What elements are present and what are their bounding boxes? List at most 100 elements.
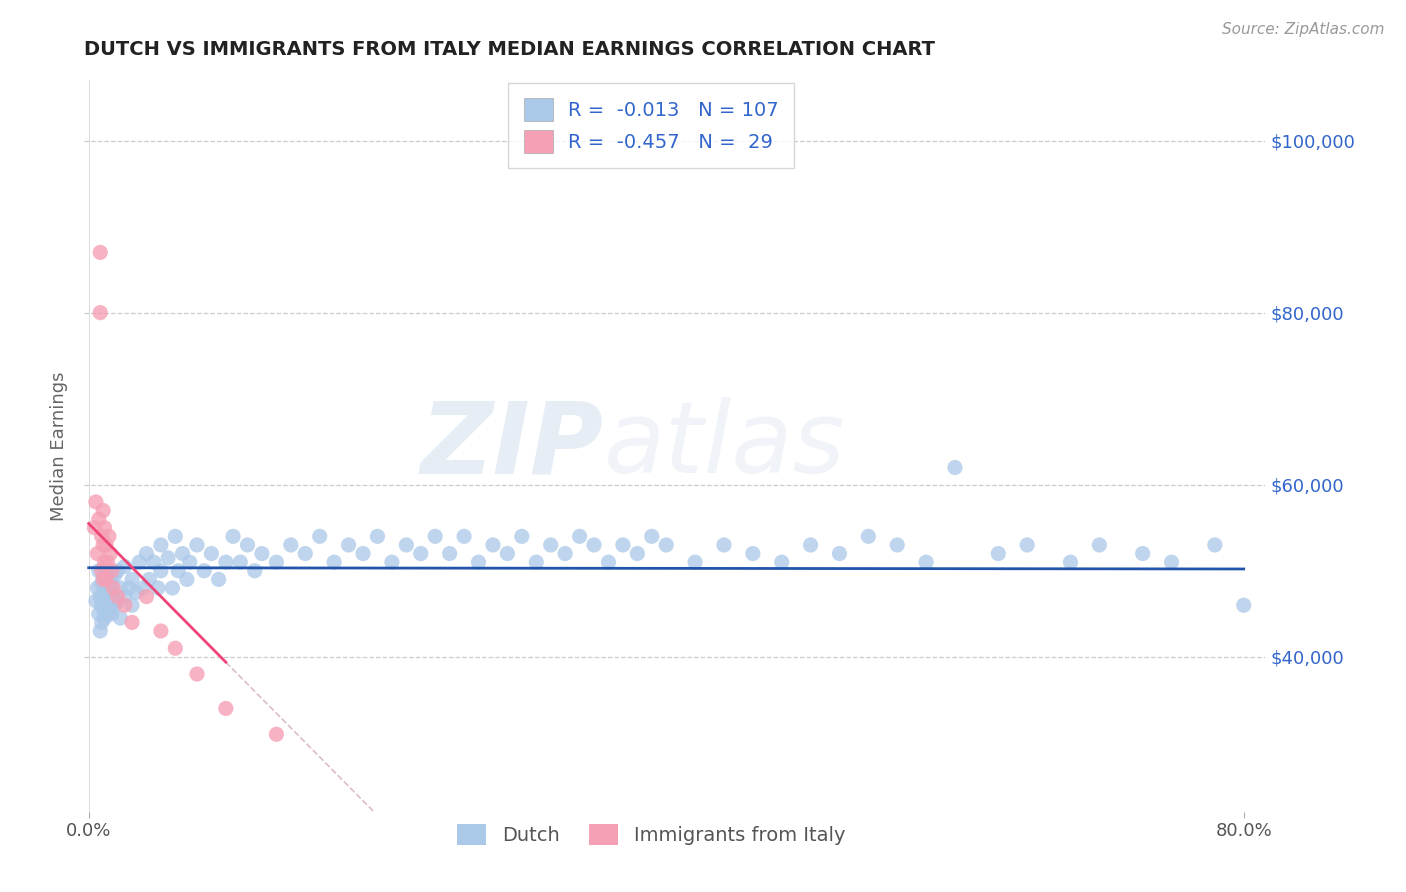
Point xyxy=(114,598,136,612)
Point xyxy=(425,529,447,543)
Point xyxy=(110,611,132,625)
Point xyxy=(741,547,763,561)
Point xyxy=(366,529,388,543)
Point xyxy=(97,590,120,604)
Point xyxy=(135,547,157,561)
Point xyxy=(94,538,117,552)
Point xyxy=(510,529,533,543)
Point xyxy=(114,590,136,604)
Point xyxy=(266,727,288,741)
Point xyxy=(294,547,316,561)
Point xyxy=(104,598,127,612)
Point xyxy=(101,564,124,578)
Point xyxy=(149,564,172,578)
Point xyxy=(987,547,1010,561)
Point xyxy=(90,615,112,630)
Point xyxy=(94,564,117,578)
Point xyxy=(713,538,735,552)
Point xyxy=(243,564,266,578)
Point xyxy=(93,521,115,535)
Point xyxy=(84,594,107,608)
Point xyxy=(125,585,148,599)
Point xyxy=(568,529,591,543)
Point xyxy=(90,529,112,543)
Point xyxy=(101,607,124,621)
Point xyxy=(157,550,180,565)
Text: Source: ZipAtlas.com: Source: ZipAtlas.com xyxy=(1222,22,1385,37)
Point xyxy=(1204,538,1226,552)
Point xyxy=(467,555,489,569)
Y-axis label: Median Earnings: Median Earnings xyxy=(49,371,67,521)
Point xyxy=(89,624,111,638)
Point xyxy=(91,590,114,604)
Point xyxy=(167,564,190,578)
Point xyxy=(186,538,208,552)
Point xyxy=(97,529,120,543)
Point xyxy=(93,555,115,569)
Text: DUTCH VS IMMIGRANTS FROM ITALY MEDIAN EARNINGS CORRELATION CHART: DUTCH VS IMMIGRANTS FROM ITALY MEDIAN EA… xyxy=(84,40,935,59)
Point xyxy=(280,538,302,552)
Point xyxy=(107,564,129,578)
Text: atlas: atlas xyxy=(605,398,845,494)
Point xyxy=(1233,598,1256,612)
Point xyxy=(554,547,576,561)
Point xyxy=(138,573,160,587)
Point xyxy=(165,529,187,543)
Point xyxy=(132,581,155,595)
Point xyxy=(524,555,547,569)
Point xyxy=(103,581,125,595)
Point xyxy=(91,602,114,616)
Point xyxy=(96,555,118,569)
Point xyxy=(482,538,505,552)
Point xyxy=(162,581,184,595)
Point xyxy=(93,611,115,625)
Point xyxy=(186,667,208,681)
Point xyxy=(612,538,634,552)
Point xyxy=(1059,555,1081,569)
Point xyxy=(90,576,112,591)
Point xyxy=(683,555,706,569)
Point xyxy=(90,564,112,578)
Point xyxy=(193,564,215,578)
Point xyxy=(266,555,288,569)
Point xyxy=(94,573,117,587)
Point xyxy=(96,581,118,595)
Point xyxy=(149,538,172,552)
Point xyxy=(229,555,252,569)
Point xyxy=(86,581,108,595)
Point xyxy=(104,568,127,582)
Point xyxy=(626,547,648,561)
Point xyxy=(87,607,110,621)
Point xyxy=(496,547,519,561)
Point xyxy=(101,576,124,591)
Point xyxy=(142,555,165,569)
Point xyxy=(149,624,172,638)
Point xyxy=(91,538,114,552)
Point xyxy=(439,547,461,561)
Point xyxy=(165,641,187,656)
Point xyxy=(1017,538,1039,552)
Point xyxy=(200,547,222,561)
Point xyxy=(381,555,404,569)
Point xyxy=(103,590,125,604)
Legend: Dutch, Immigrants from Italy: Dutch, Immigrants from Italy xyxy=(450,816,853,854)
Point xyxy=(1160,555,1182,569)
Point xyxy=(395,538,418,552)
Point xyxy=(1088,538,1111,552)
Point xyxy=(308,529,330,543)
Point xyxy=(655,538,678,552)
Point xyxy=(86,547,108,561)
Point xyxy=(828,547,851,561)
Point xyxy=(121,573,143,587)
Point xyxy=(91,503,114,517)
Point xyxy=(146,581,169,595)
Point xyxy=(215,701,238,715)
Point xyxy=(323,555,346,569)
Point xyxy=(89,590,111,604)
Point xyxy=(89,305,111,319)
Point xyxy=(409,547,432,561)
Point xyxy=(453,529,475,543)
Point xyxy=(96,607,118,621)
Point xyxy=(582,538,605,552)
Point xyxy=(114,559,136,574)
